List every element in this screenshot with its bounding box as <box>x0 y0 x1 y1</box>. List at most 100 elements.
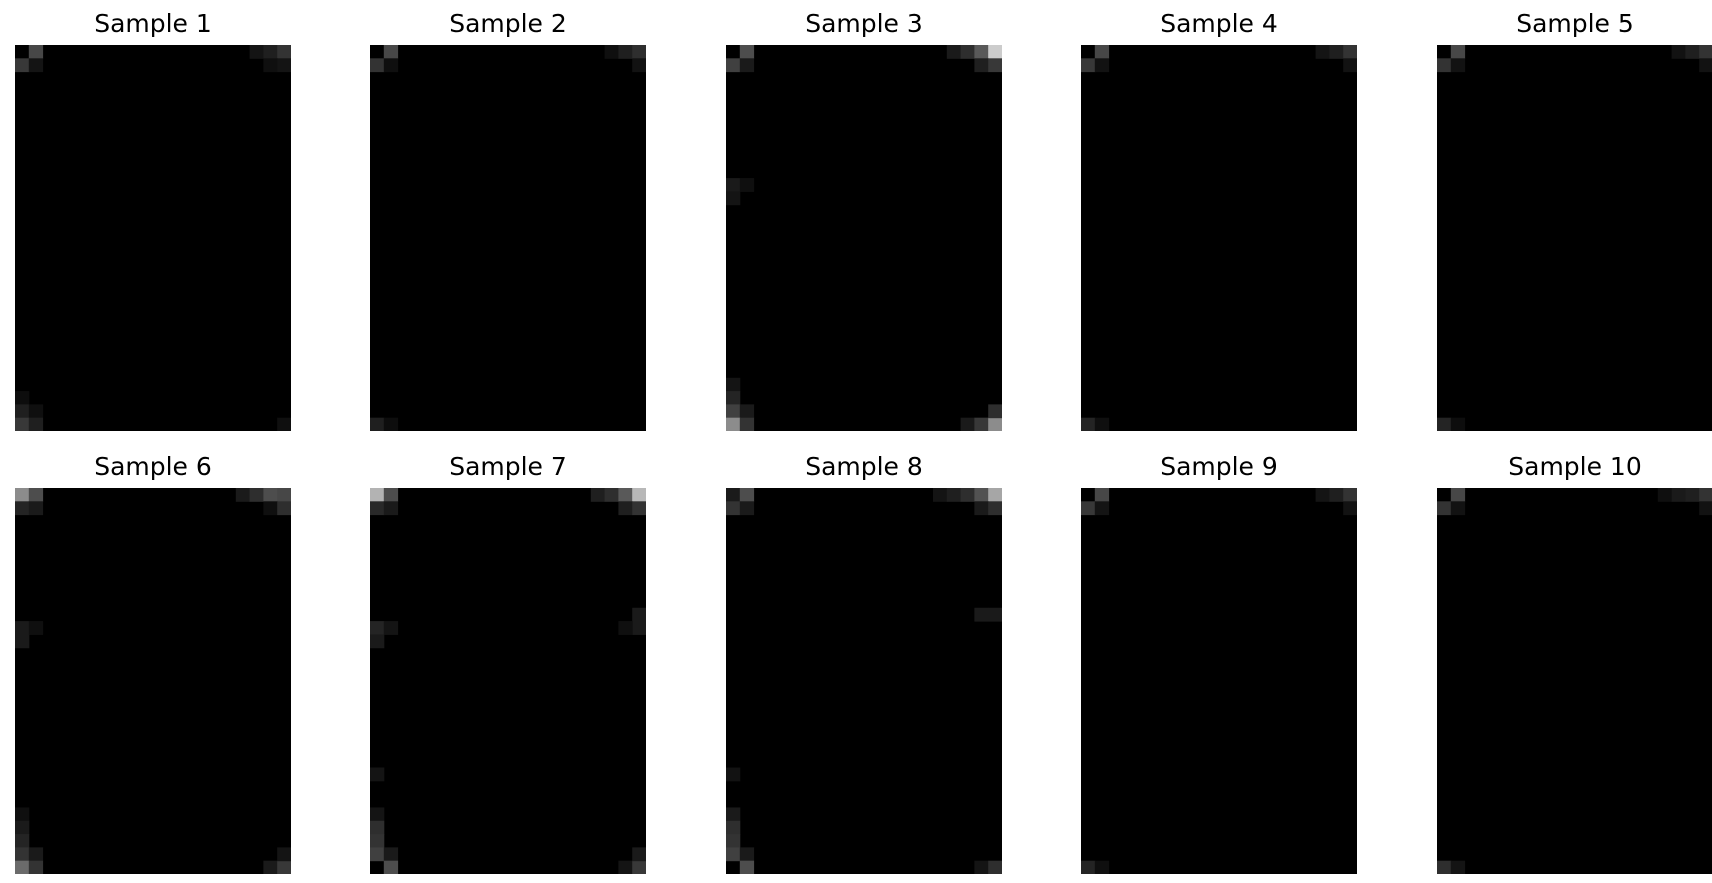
heatmap-background <box>1081 45 1357 431</box>
heatmap-cell <box>1437 860 1452 874</box>
heatmap-cell <box>739 45 755 59</box>
heatmap-cell <box>15 847 30 862</box>
heatmap-svg <box>726 488 1002 874</box>
heatmap-cell <box>632 860 646 874</box>
heatmap-cell <box>1685 45 1700 59</box>
heatmap-cell <box>988 58 1002 73</box>
heatmap-background <box>726 45 1002 431</box>
heatmap-cell <box>28 58 44 73</box>
heatmap-cell <box>1081 417 1096 431</box>
heatmap-cell <box>988 488 1002 502</box>
heatmap-cell <box>1671 45 1686 59</box>
heatmap-cell <box>1437 58 1452 73</box>
heatmap-cell <box>1315 488 1330 502</box>
sample-image <box>370 45 646 431</box>
sample-image <box>15 45 291 431</box>
panel-title: Sample 2 <box>449 9 567 38</box>
heatmap-cell <box>1081 860 1096 874</box>
heatmap-background <box>370 488 646 874</box>
heatmap-cell <box>1450 488 1466 502</box>
heatmap-cell <box>988 860 1002 874</box>
heatmap-svg <box>1081 488 1357 874</box>
heatmap-cell <box>15 417 30 431</box>
heatmap-cell <box>15 391 30 405</box>
sample-image <box>1437 45 1712 431</box>
heatmap-cell <box>632 45 646 59</box>
heatmap-cell <box>370 834 385 848</box>
heatmap-cell <box>277 860 291 874</box>
heatmap-background <box>370 45 646 431</box>
heatmap-cell <box>726 191 741 206</box>
heatmap-cell <box>726 847 741 862</box>
heatmap-cell <box>1081 58 1096 73</box>
heatmap-cell <box>1343 45 1357 59</box>
heatmap-cell <box>1329 45 1344 59</box>
heatmap-cell <box>1094 501 1110 516</box>
heatmap-background <box>1437 45 1712 431</box>
heatmap-cell <box>383 501 399 516</box>
heatmap-cell <box>1450 58 1466 73</box>
heatmap-cell <box>28 621 44 635</box>
heatmap-cell <box>370 847 385 862</box>
heatmap-cell <box>618 621 633 635</box>
heatmap-cell <box>28 417 44 431</box>
heatmap-cell <box>988 501 1002 516</box>
heatmap-cell <box>28 45 44 59</box>
heatmap-cell <box>277 847 291 862</box>
heatmap-cell <box>590 488 606 502</box>
panel-title: Sample 7 <box>449 452 567 481</box>
heatmap-cell <box>739 860 755 874</box>
heatmap-cell <box>946 488 962 502</box>
heatmap-cell <box>739 501 755 516</box>
heatmap-svg <box>15 45 291 431</box>
heatmap-cell <box>1699 45 1712 59</box>
heatmap-cell <box>370 58 385 73</box>
heatmap-cell <box>277 417 291 431</box>
heatmap-cell <box>370 767 385 782</box>
heatmap-cell <box>15 860 30 874</box>
heatmap-cell <box>1450 860 1466 874</box>
heatmap-cell <box>974 417 989 431</box>
heatmap-cell <box>726 178 741 192</box>
heatmap-cell <box>1450 45 1466 59</box>
heatmap-cell <box>726 417 741 431</box>
heatmap-cell <box>1343 488 1357 502</box>
heatmap-cell <box>1094 417 1110 431</box>
heatmap-cell <box>277 58 291 73</box>
heatmap-cell <box>618 501 633 516</box>
heatmap-cell <box>1450 501 1466 516</box>
heatmap-svg <box>1437 488 1712 874</box>
heatmap-cell <box>726 404 741 419</box>
heatmap-background <box>1437 488 1712 874</box>
heatmap-cell <box>28 488 44 502</box>
heatmap-cell <box>15 807 30 822</box>
heatmap-cell <box>739 847 755 862</box>
heatmap-cell <box>383 417 399 431</box>
heatmap-cell <box>28 847 44 862</box>
heatmap-cell <box>383 58 399 73</box>
heatmap-cell <box>726 501 741 516</box>
heatmap-cell <box>974 501 989 516</box>
sample-image <box>1081 488 1357 874</box>
panel-title: Sample 1 <box>94 9 212 38</box>
heatmap-cell <box>383 860 399 874</box>
heatmap-cell <box>632 607 646 622</box>
heatmap-cell <box>370 501 385 516</box>
heatmap-svg <box>370 488 646 874</box>
heatmap-cell <box>960 417 975 431</box>
heatmap-cell <box>988 45 1002 59</box>
heatmap-cell <box>933 488 948 502</box>
heatmap-cell <box>370 417 385 431</box>
panel-title: Sample 9 <box>1160 452 1278 481</box>
heatmap-cell <box>1437 417 1452 431</box>
heatmap-cell <box>263 58 278 73</box>
heatmap-cell <box>1329 488 1344 502</box>
heatmap-cell <box>739 178 755 192</box>
heatmap-cell <box>15 501 30 516</box>
heatmap-cell <box>726 377 741 392</box>
heatmap-cell <box>383 847 399 862</box>
panel-title: Sample 5 <box>1516 9 1634 38</box>
heatmap-cell <box>15 621 30 635</box>
heatmap-background <box>726 488 1002 874</box>
heatmap-cell <box>1094 58 1110 73</box>
